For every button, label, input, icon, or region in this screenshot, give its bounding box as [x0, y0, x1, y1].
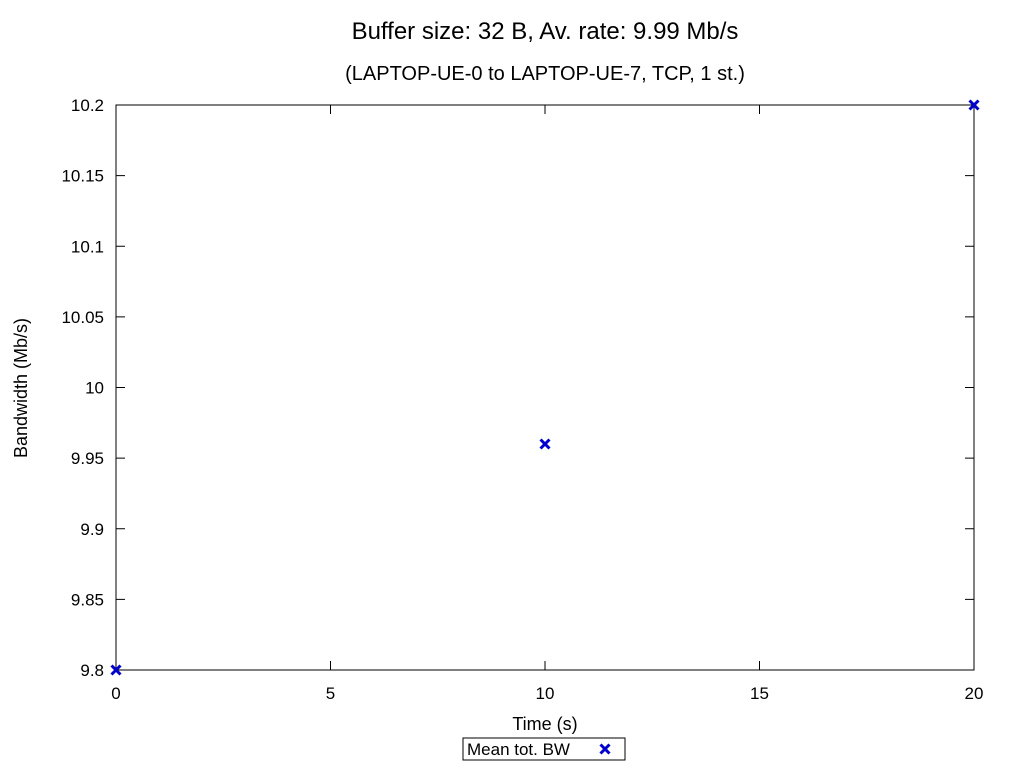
legend-marker	[599, 743, 611, 755]
data-point	[968, 99, 980, 111]
y-tick-label: 9.9	[80, 520, 104, 539]
x-axis: 0 5 10 15 20	[111, 105, 983, 703]
x-tick-label: 10	[536, 684, 555, 703]
legend: Mean tot. BW	[462, 737, 626, 761]
series-mean-tot-bw	[110, 99, 980, 676]
y-tick-label: 10.05	[61, 308, 104, 327]
y-tick-label: 9.8	[80, 661, 104, 680]
y-tick-label: 10.15	[61, 167, 104, 186]
data-point	[110, 664, 122, 676]
y-axis: 9.8 9.85 9.9 9.95 10 10.05 10.1 10.15 10.2	[61, 96, 974, 680]
y-tick-label: 10.1	[71, 237, 104, 256]
data-point	[539, 438, 551, 450]
x-axis-label: Time (s)	[512, 714, 577, 734]
chart-title: Buffer size: 32 B, Av. rate: 9.99 Mb/s	[352, 18, 739, 45]
y-tick-label: 9.95	[71, 449, 104, 468]
y-tick-label: 10	[85, 379, 104, 398]
legend-box	[462, 737, 626, 761]
x-tick-label: 20	[965, 684, 984, 703]
legend-label: Mean tot. BW	[467, 740, 570, 759]
x-tick-label: 5	[326, 684, 335, 703]
legend-marker-x-icon	[599, 743, 611, 755]
x-tick-label: 0	[111, 684, 120, 703]
y-tick-label: 10.2	[71, 96, 104, 115]
y-axis-label: Bandwidth (Mb/s)	[11, 318, 31, 458]
plot-area-frame	[115, 104, 975, 671]
x-tick-label: 15	[750, 684, 769, 703]
y-tick-label: 9.85	[71, 590, 104, 609]
chart-subtitle: (LAPTOP-UE-0 to LAPTOP-UE-7, TCP, 1 st.)	[345, 63, 745, 85]
